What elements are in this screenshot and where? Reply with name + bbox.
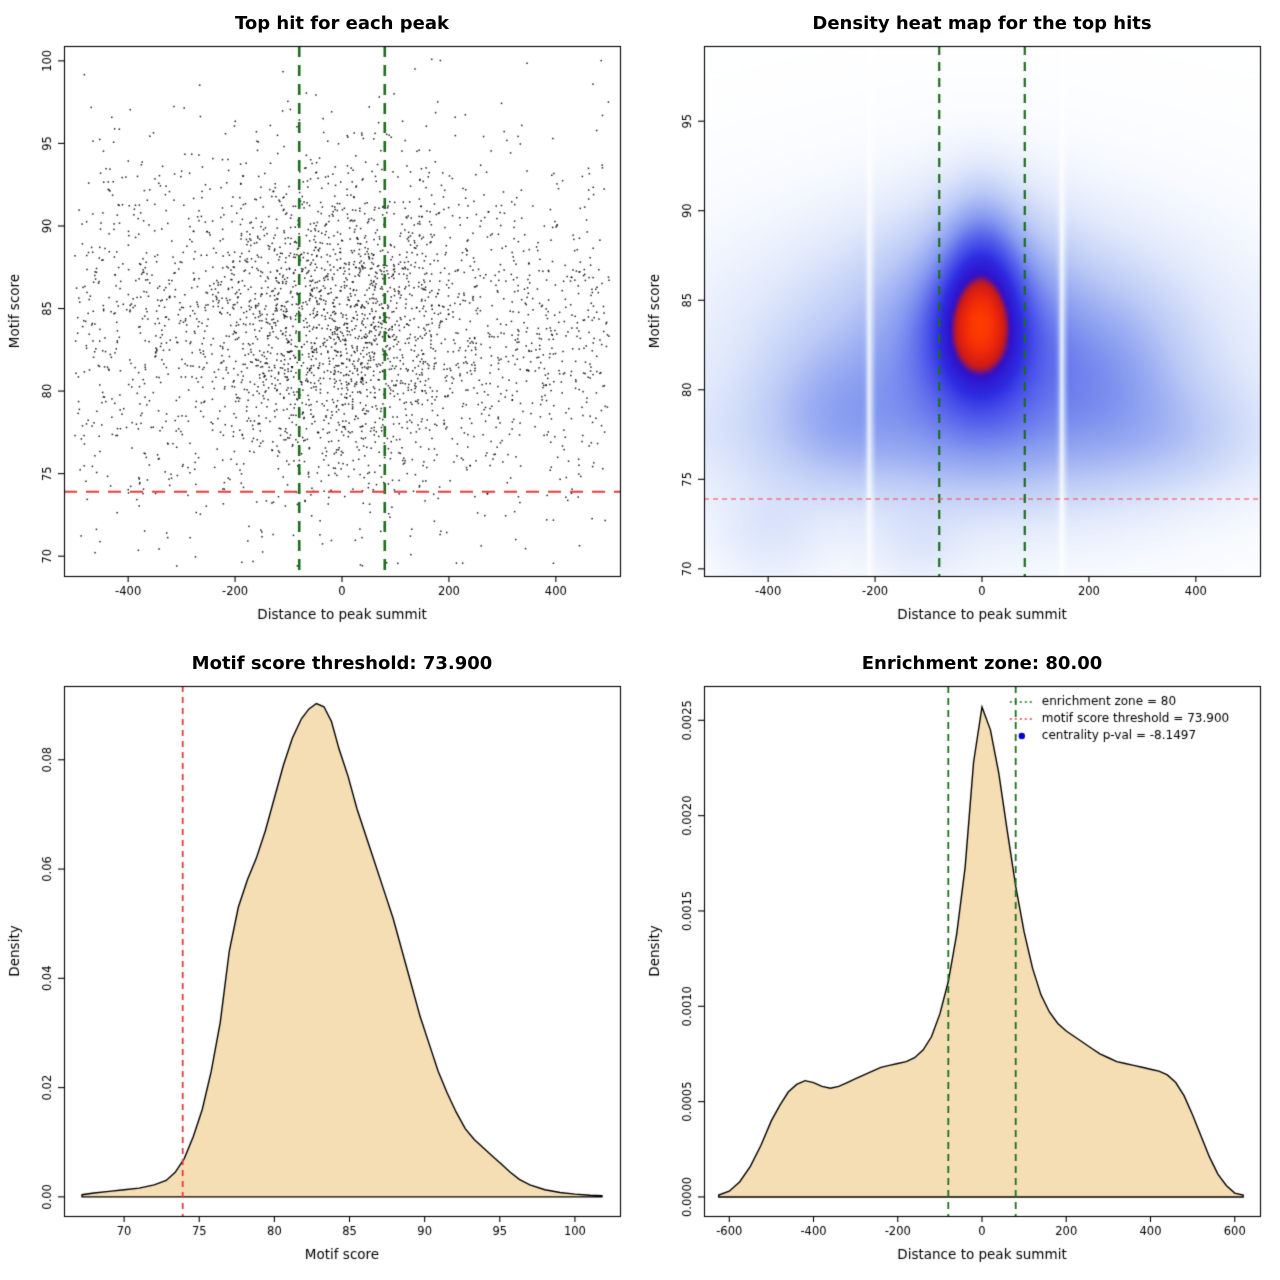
heatmap-canvas: [640, 0, 1280, 640]
scatter-plot-canvas: [0, 0, 640, 640]
panel-top-hit-scatter: Top hit for each peak: [0, 0, 640, 640]
score-density-canvas: [0, 640, 640, 1280]
scatter-plot-title: Top hit for each peak: [235, 13, 449, 34]
heatmap-title: Density heat map for the top hits: [812, 13, 1152, 34]
panel-distance-density: Enrichment zone: 80.00: [640, 640, 1280, 1280]
panel-score-density: Motif score threshold: 73.900: [0, 640, 640, 1280]
distance-density-title: Enrichment zone: 80.00: [861, 653, 1103, 674]
distance-density-canvas: [640, 640, 1280, 1280]
score-density-title: Motif score threshold: 73.900: [191, 653, 493, 674]
panel-density-heatmap: Density heat map for the top hits: [640, 0, 1280, 640]
